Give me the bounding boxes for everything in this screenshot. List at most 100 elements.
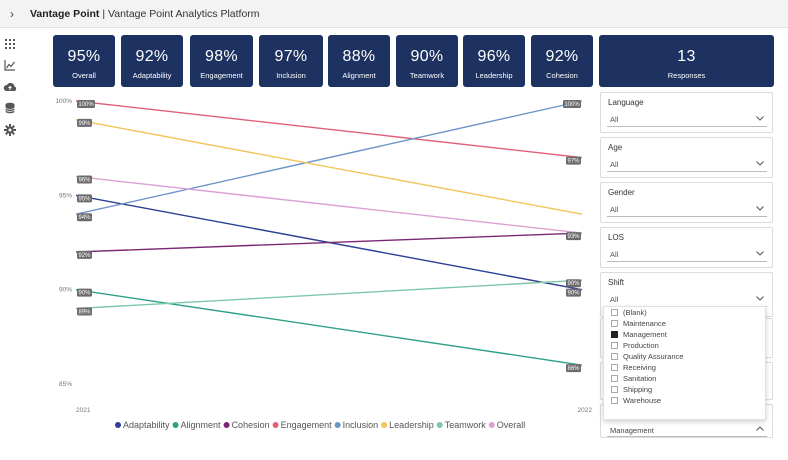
language-dropdown[interactable]: All: [607, 112, 767, 127]
checkbox[interactable]: [611, 397, 618, 404]
chevron-right-icon[interactable]: ›: [10, 6, 14, 21]
filter-title: Shift: [608, 278, 625, 287]
option-label: Management: [623, 330, 667, 339]
checkbox[interactable]: [611, 342, 618, 349]
data-label-text: 94%: [78, 215, 91, 221]
data-label-text: 90%: [567, 291, 580, 297]
option-quality-assurance[interactable]: Quality Assurance: [611, 351, 683, 362]
option-receiving[interactable]: Receiving: [611, 362, 656, 373]
option-shipping[interactable]: Shipping: [611, 384, 652, 395]
shift-dropdown[interactable]: All: [607, 292, 767, 307]
kpi-card-teamwork: 90% Teamwork: [396, 35, 458, 87]
series-line: [75, 100, 583, 159]
chevron-down-icon: [756, 161, 764, 166]
y-tick-label: 100%: [55, 98, 72, 105]
option-management[interactable]: Management: [611, 329, 667, 340]
checkbox[interactable]: [611, 320, 618, 327]
gear-icon[interactable]: [3, 123, 17, 137]
age-dropdown[interactable]: All: [607, 157, 767, 172]
checkbox[interactable]: [611, 375, 618, 382]
dropdown-value: All: [610, 250, 619, 259]
series-line: [75, 288, 583, 366]
line-chart-icon[interactable]: [3, 58, 17, 72]
chevron-down-icon: [756, 206, 764, 211]
chevron-up-icon: [756, 426, 764, 431]
legend-marker: [334, 422, 341, 428]
option-label: Maintenance: [623, 319, 666, 328]
option-maintenance[interactable]: Maintenance: [611, 318, 666, 329]
data-label: 90%: [566, 279, 581, 288]
database-icon[interactable]: [3, 101, 17, 115]
app-subtitle: Vantage Point Analytics Platform: [108, 7, 260, 20]
apps-grid-icon[interactable]: [3, 37, 17, 51]
legend-label: Leadership: [389, 420, 434, 430]
legend-label: Overall: [497, 420, 526, 430]
legend-marker: [272, 422, 279, 428]
option-production[interactable]: Production: [611, 340, 659, 351]
checkbox-checked[interactable]: [611, 331, 618, 338]
legend-label: Inclusion: [343, 420, 379, 430]
data-label-text: 100%: [78, 102, 94, 108]
kpi-card-inclusion: 97% Inclusion: [259, 35, 323, 87]
data-label-bg: [566, 232, 581, 241]
dropdown-value: All: [610, 205, 619, 214]
kpi-label: Alignment: [342, 71, 376, 80]
department-dropdown[interactable]: Management: [607, 422, 767, 437]
kpi-card-adaptability: 92% Adaptability: [121, 35, 183, 87]
option-label: Production: [623, 341, 659, 350]
option-label: Sanitation: [623, 374, 657, 383]
legend-label: Cohesion: [232, 420, 270, 430]
filter-title: LOS: [608, 233, 625, 242]
data-label-text: 93%: [567, 234, 580, 240]
option-sanitation[interactable]: Sanitation: [611, 373, 656, 384]
kpi-value: 95%: [67, 48, 101, 65]
gender-dropdown[interactable]: All: [607, 202, 767, 217]
data-label: 92%: [77, 250, 92, 259]
kpi-value: 98%: [205, 48, 238, 65]
data-label-bg: [77, 175, 92, 184]
data-label: 89%: [77, 307, 92, 316]
kpi-label: Teamwork: [409, 71, 445, 80]
kpi-label: Adaptability: [132, 71, 172, 80]
data-label-text: 97%: [567, 159, 580, 165]
chevron-down-icon: [756, 251, 764, 256]
filter-los: LOS All: [600, 227, 773, 268]
checkbox[interactable]: [611, 364, 618, 371]
data-label: 90%: [77, 288, 92, 297]
checkbox[interactable]: [611, 386, 618, 393]
filter-title: Language: [608, 98, 644, 107]
series-line: [75, 100, 583, 215]
data-label-bg: [566, 156, 581, 165]
option-warehouse[interactable]: Warehouse: [611, 395, 661, 406]
data-label-bg: [566, 364, 581, 373]
chevron-down-icon: [756, 116, 764, 121]
los-dropdown[interactable]: All: [607, 247, 767, 262]
kpi-label: Responses: [667, 71, 706, 80]
data-label: 100%: [77, 100, 95, 108]
data-label: 95%: [77, 194, 92, 203]
title-separator: |: [99, 7, 108, 20]
data-label-bg: [77, 307, 92, 316]
data-label-text: 96%: [78, 177, 91, 183]
data-label: 96%: [77, 175, 92, 184]
data-label-text: 90%: [567, 281, 580, 287]
option-label: Warehouse: [623, 396, 662, 405]
data-label-text: 92%: [78, 253, 91, 259]
checkbox[interactable]: [611, 309, 618, 316]
x-tick-label: 2021: [76, 407, 91, 414]
checkbox[interactable]: [611, 353, 618, 360]
kpi-card-leadership: 96% Leadership: [463, 35, 525, 87]
kpi-label: Cohesion: [546, 71, 578, 80]
kpi-card-engagement: 98% Engagement: [190, 35, 253, 87]
dropdown-value: All: [610, 295, 619, 304]
data-label-bg: [77, 118, 92, 127]
line-chart: 85% 90% 95% 100% 2021 2022 95% 90% 90% 86% 92% 100%…: [55, 98, 592, 430]
option-blank[interactable]: (Blank): [611, 307, 647, 318]
legend-marker: [172, 422, 179, 428]
data-label: 94%: [77, 213, 92, 222]
dropdown-value: Management: [610, 426, 654, 435]
cloud-upload-icon[interactable]: [3, 80, 17, 94]
data-label-text: 86%: [567, 366, 580, 372]
legend-marker: [115, 422, 121, 428]
kpi-label: Inclusion: [276, 71, 306, 80]
